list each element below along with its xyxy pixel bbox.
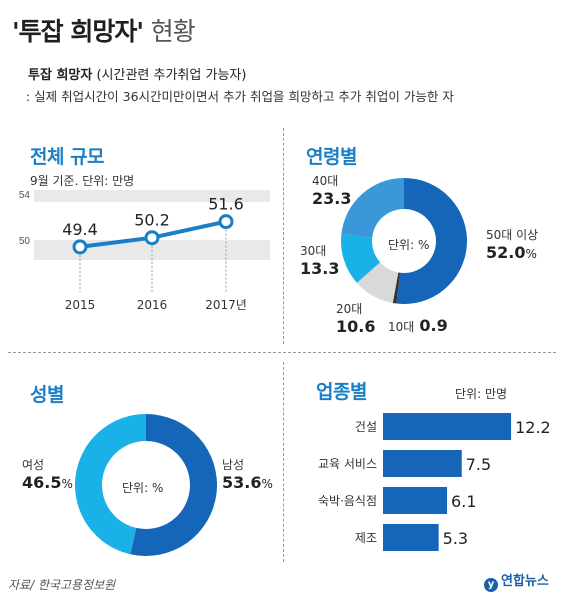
section-divider-horizontal	[8, 352, 556, 353]
donut-slice	[396, 178, 468, 304]
bar-value-label: 6.1	[451, 492, 476, 511]
age-10s-value: 0.9	[419, 316, 448, 335]
donut-slice	[130, 413, 218, 556]
gender-label-female: 여성 46.5%	[22, 456, 73, 492]
section-title-gender: 성별	[30, 384, 64, 406]
age-20s-value: 10.6	[336, 317, 376, 336]
donut-slice	[392, 272, 401, 304]
age-30s-value: 13.3	[300, 259, 340, 278]
donut-slice	[340, 234, 381, 283]
industry-unit: 단위: 만명	[455, 387, 508, 401]
section-divider-vertical-top	[283, 128, 284, 344]
age-label-20s: 20대 10.6	[336, 300, 375, 336]
definition-description: : 실제 취업시간이 36시간미만이면서 추가 취업을 희망하고 추가 취업이 …	[26, 89, 454, 104]
page-title: '투잡 희망자' 현황	[12, 12, 196, 48]
category-label: 숙박·음식점	[318, 494, 377, 508]
data-label: 50.2	[134, 211, 170, 230]
bar	[383, 487, 448, 514]
bar	[383, 450, 462, 477]
age-30s-label: 30대	[300, 244, 327, 258]
data-label: 49.4	[62, 220, 98, 239]
age-label-10s: 10대 0.9	[388, 316, 448, 335]
y-tick-label: 50	[19, 236, 31, 247]
category-label: 건설	[355, 420, 377, 434]
category-label: 교육 서비스	[318, 457, 377, 471]
source-note: 자료/ 한국고용정보원	[8, 578, 116, 592]
donut-slice	[75, 414, 146, 555]
x-tick-label: 2016	[137, 298, 168, 312]
donut-slice	[356, 262, 399, 303]
definition-term-paren: (시간관련 추가취업 가능자)	[96, 68, 247, 83]
total-note: 9월 기준. 단위: 만명	[30, 174, 135, 188]
age-label-50s: 50대 이상 52.0%	[486, 226, 538, 262]
age-20s-label: 20대	[336, 302, 363, 316]
data-point	[72, 239, 88, 255]
age-10s-label: 10대	[388, 320, 415, 334]
age-label-30s: 30대 13.3	[300, 242, 339, 278]
age-50s-label: 50대 이상	[486, 228, 539, 242]
definition-term-label: 투잡 희망자	[28, 68, 93, 83]
age-40s-value: 23.3	[312, 189, 352, 208]
female-label: 여성	[22, 458, 45, 472]
logo-text: 연합뉴스	[501, 574, 549, 589]
section-title-industry: 업종별	[316, 381, 367, 403]
x-tick-label: 2017년	[205, 298, 247, 312]
bar	[383, 524, 439, 551]
data-label: 51.6	[208, 195, 244, 214]
bar	[383, 413, 512, 440]
age-label-40s: 40대 23.3	[312, 172, 351, 208]
y-tick-label: 54	[19, 190, 31, 201]
category-label: 제조	[355, 531, 377, 545]
gender-label-male: 남성 53.6%	[222, 456, 273, 492]
data-point	[218, 214, 234, 230]
bar-value-label: 5.3	[443, 529, 468, 548]
donut-slice	[341, 178, 404, 238]
logo-icon: y	[484, 578, 498, 592]
male-label: 남성	[222, 458, 245, 472]
female-value: 46.5%	[22, 473, 73, 492]
grid-band	[34, 190, 270, 202]
age-50s-value: 52.0%	[486, 243, 537, 262]
x-tick-label: 2015	[65, 298, 96, 312]
section-title-total: 전체 규모	[30, 146, 105, 168]
gender-donut-unit: 단위: %	[122, 481, 164, 495]
definition-term: 투잡 희망자 (시간관련 추가취업 가능자)	[28, 64, 246, 83]
bar-value-label: 7.5	[466, 455, 491, 474]
bar-value-label: 12.2	[515, 418, 551, 437]
age-40s-label: 40대	[312, 174, 339, 188]
age-donut-unit: 단위: %	[388, 238, 430, 252]
section-title-age: 연령별	[306, 146, 357, 168]
male-value: 53.6%	[222, 473, 273, 492]
title-main: '투잡 희망자'	[12, 17, 144, 46]
title-suffix: 현황	[150, 17, 196, 46]
section-divider-vertical-bottom	[283, 362, 284, 562]
data-point	[144, 230, 160, 246]
yonhap-logo: y 연합뉴스	[484, 570, 549, 592]
